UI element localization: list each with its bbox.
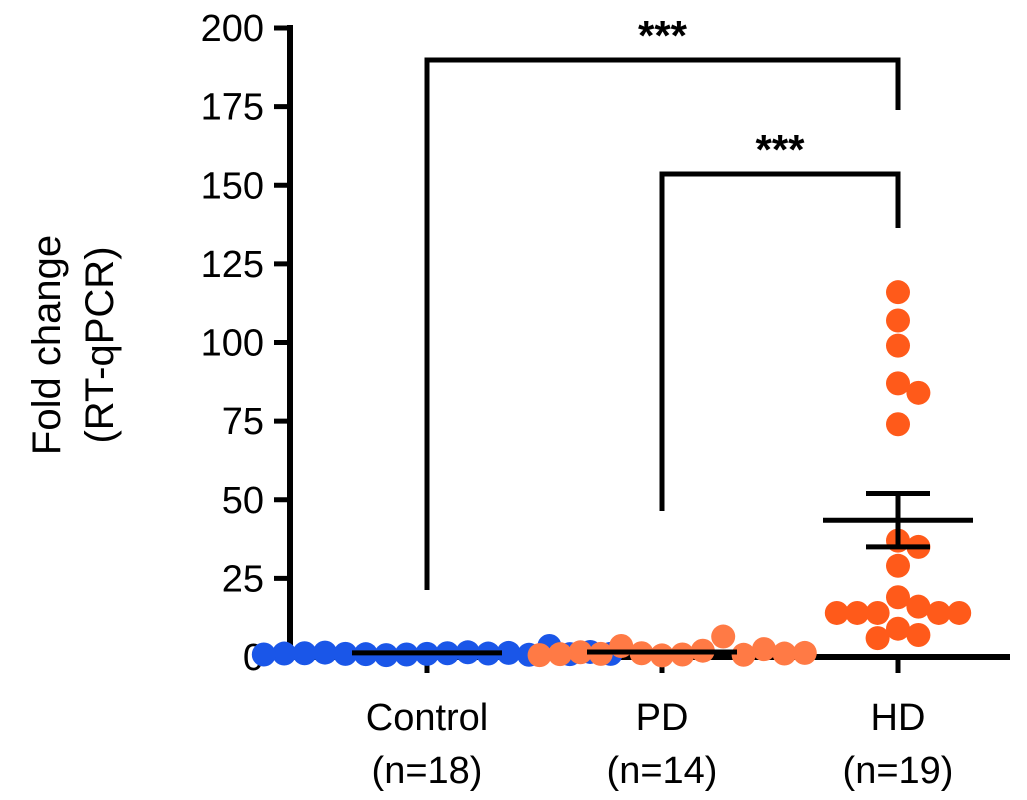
x-category-label: HD: [871, 697, 926, 739]
data-point: [772, 641, 797, 666]
significance-label: ***: [638, 12, 688, 59]
data-point: [865, 600, 890, 625]
y-tick-label: 125: [201, 244, 264, 286]
y-tick-label: 50: [222, 480, 264, 522]
x-category-n-label: (n=14): [607, 750, 718, 792]
data-point: [906, 622, 931, 647]
mean-sem-bars: [352, 490, 973, 656]
data-point: [886, 371, 910, 396]
data-point: [906, 594, 931, 619]
data-point: [792, 640, 817, 665]
y-axis-label-sub: (RT-qPCR): [78, 246, 122, 443]
data-point: [865, 626, 890, 651]
data-points: [251, 280, 972, 668]
significance-label: ***: [755, 126, 805, 173]
data-point: [926, 600, 951, 625]
x-axis: Control (n=18) PD (n=14) HD (n=19): [287, 654, 1010, 792]
y-tick-label: 75: [222, 401, 264, 443]
y-tick-label: 25: [222, 558, 264, 600]
data-point: [886, 616, 910, 641]
data-point: [313, 640, 337, 665]
data-point: [292, 641, 317, 666]
data-point: [568, 640, 593, 665]
x-category-n-label: (n=19): [843, 750, 954, 792]
data-point: [752, 637, 776, 662]
y-tick-label: 200: [201, 8, 264, 50]
x-category-n-label: (n=18): [372, 750, 483, 792]
x-category-label: Control: [366, 697, 489, 739]
data-point: [886, 333, 910, 358]
data-point: [272, 641, 297, 666]
significance-bracket: [659, 171, 901, 511]
data-point: [886, 308, 910, 333]
data-point: [650, 643, 674, 668]
data-point: [947, 600, 972, 625]
data-point: [711, 624, 736, 649]
data-point: [670, 642, 695, 667]
y-tick-label: 150: [201, 165, 264, 207]
data-point: [496, 640, 521, 665]
data-point: [906, 380, 931, 405]
data-point: [886, 412, 910, 437]
data-point: [845, 600, 870, 625]
data-point: [548, 642, 572, 667]
data-point: [886, 280, 910, 305]
x-category-label: PD: [636, 697, 689, 739]
data-point: [251, 642, 276, 667]
data-point: [886, 585, 910, 610]
data-point: [527, 643, 552, 668]
significance-brackets: *** ***: [424, 12, 901, 590]
significance-bracket: [424, 57, 901, 590]
y-tick-label: 175: [201, 87, 264, 129]
data-point: [731, 642, 756, 667]
data-point: [333, 641, 358, 666]
data-point: [824, 600, 849, 625]
y-axis-label: Fold change: [25, 235, 69, 455]
y-axis: 0255075100125150175200: [201, 8, 293, 679]
data-point: [886, 553, 910, 578]
y-tick-label: 100: [201, 323, 264, 365]
